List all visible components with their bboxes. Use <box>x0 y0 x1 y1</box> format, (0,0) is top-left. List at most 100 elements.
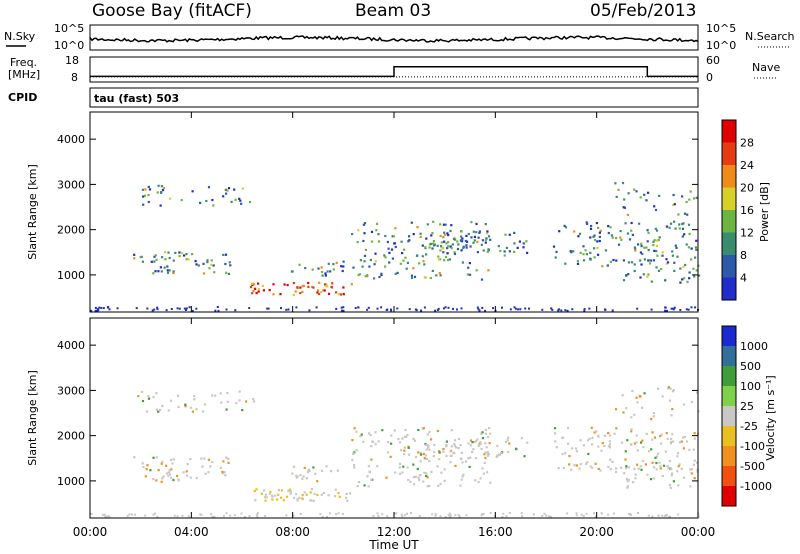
power-cell <box>648 262 652 265</box>
power-cell <box>444 223 447 226</box>
power-cell <box>477 236 480 239</box>
velocity-cell <box>137 395 140 398</box>
power-cell <box>550 307 553 310</box>
velocity-cell <box>585 512 588 515</box>
velocity-cell <box>368 432 371 435</box>
power-cell <box>442 223 446 226</box>
power-cell <box>226 189 229 192</box>
power-cell <box>224 253 228 256</box>
velocity-cell <box>443 479 446 482</box>
power-cell <box>396 307 399 310</box>
velocity-cell <box>419 474 422 477</box>
velocity-cell <box>341 513 344 515</box>
power-cell <box>524 307 527 310</box>
power-cell <box>228 261 231 264</box>
velocity-cell <box>400 513 403 516</box>
power-cell <box>257 290 260 293</box>
velocity-cell <box>649 478 653 481</box>
power-cell <box>194 260 197 263</box>
velocity-cell <box>154 512 157 515</box>
velocity-cell <box>677 452 680 455</box>
velocity-cell <box>579 463 582 466</box>
velocity-cell <box>632 481 635 484</box>
velocity-cell <box>439 482 442 486</box>
velocity-cell <box>486 451 489 454</box>
power-cell <box>447 258 450 262</box>
velocity-cell <box>669 486 672 489</box>
colorbar-tick-label: -1000 <box>740 480 772 493</box>
power-cell <box>484 238 487 241</box>
velocity-cell <box>630 443 633 446</box>
velocity-cell <box>376 465 379 468</box>
velocity-cell <box>147 397 151 400</box>
velocity-cell <box>635 434 638 437</box>
velocity-cell <box>637 512 639 514</box>
power-cell <box>324 272 327 275</box>
power-cell <box>291 270 294 273</box>
colorbar-swatch <box>722 187 736 210</box>
power-cell <box>421 255 424 258</box>
velocity-cell <box>235 402 238 405</box>
power-cell <box>686 213 689 216</box>
velocity-cell <box>403 514 406 517</box>
velocity-cell <box>630 428 633 431</box>
power-cell <box>412 267 415 270</box>
power-cell <box>655 250 658 253</box>
velocity-cell <box>447 514 450 517</box>
power-cell <box>468 262 471 265</box>
power-cell <box>279 293 282 296</box>
power-cell <box>639 276 642 279</box>
velocity-cell <box>469 456 472 459</box>
power-cell <box>658 194 661 197</box>
power-cell <box>513 250 516 253</box>
velocity-cell <box>696 391 699 394</box>
velocity-cell <box>168 471 171 474</box>
velocity-cell <box>668 399 672 402</box>
velocity-cell <box>397 438 400 441</box>
velocity-cell <box>169 399 173 402</box>
velocity-cell <box>582 514 585 517</box>
power-cell <box>514 307 517 310</box>
power-cell <box>609 260 612 263</box>
power-cell <box>185 309 187 311</box>
velocity-cell <box>386 451 390 454</box>
velocity-cell <box>155 392 158 395</box>
velocity-cell <box>376 512 379 515</box>
power-cell <box>363 254 367 257</box>
velocity-cell <box>575 447 578 450</box>
power-cell <box>185 258 188 261</box>
power-cell <box>225 271 228 274</box>
velocity-cell <box>676 455 679 458</box>
power-cell <box>673 220 676 223</box>
power-cell <box>646 275 649 278</box>
velocity-cell <box>644 463 647 466</box>
power-cell <box>456 247 460 251</box>
power-cell <box>598 239 601 243</box>
power-y-axis-label: Slant Range [km] <box>26 164 39 260</box>
power-cell <box>489 238 492 241</box>
velocity-cell <box>359 435 362 438</box>
velocity-cell <box>157 469 160 472</box>
velocity-cell <box>481 467 484 470</box>
velocity-cell <box>663 514 666 517</box>
power-cell <box>577 235 580 238</box>
power-cell <box>665 262 668 265</box>
power-cell <box>299 286 302 289</box>
velocity-colorbar-label: Velocity [m s⁻¹] <box>764 375 777 460</box>
power-cell <box>686 280 689 283</box>
power-cell <box>332 263 335 266</box>
velocity-cell <box>690 400 693 404</box>
velocity-cell <box>334 488 337 491</box>
power-cell <box>240 202 243 205</box>
power-cell <box>436 244 439 247</box>
velocity-cell <box>316 480 319 483</box>
velocity-cell <box>682 476 685 479</box>
velocity-cell <box>473 440 476 444</box>
power-cell <box>522 246 525 249</box>
velocity-cell <box>108 515 111 518</box>
velocity-cell <box>355 430 358 433</box>
velocity-cell <box>655 462 658 465</box>
power-cell <box>413 275 417 278</box>
velocity-cell <box>437 484 440 487</box>
power-cell <box>241 187 244 190</box>
